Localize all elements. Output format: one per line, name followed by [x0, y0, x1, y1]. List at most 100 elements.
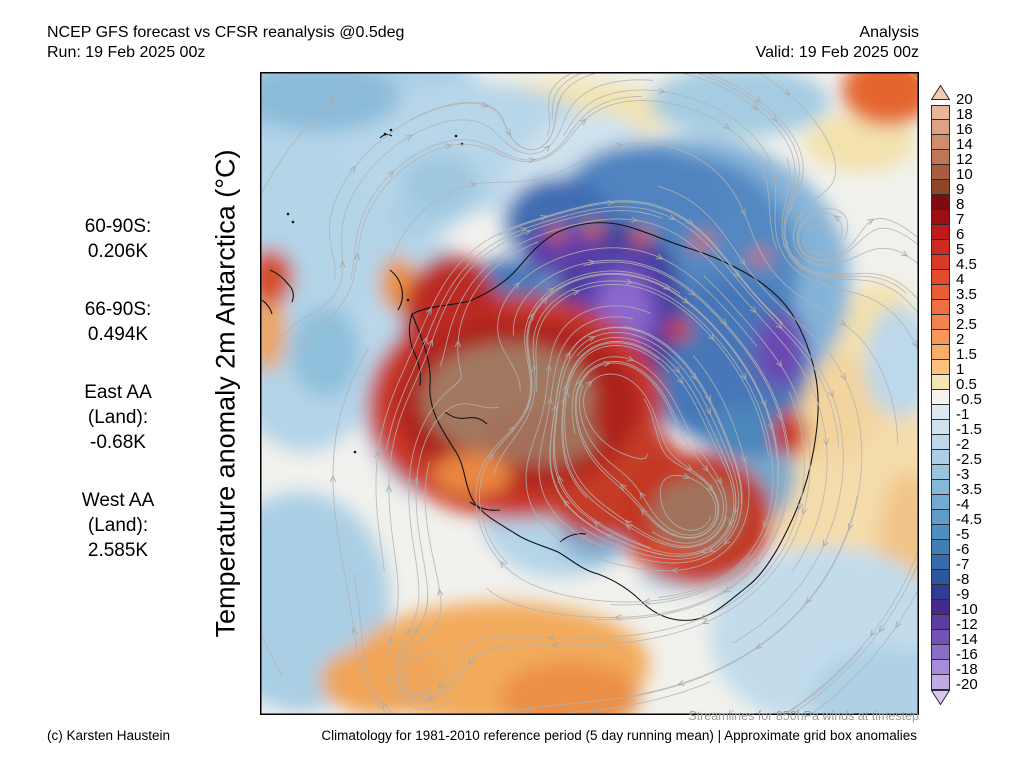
valid-label: Valid: 19 Feb 2025 00z	[755, 44, 919, 61]
colorbar-segment	[932, 435, 949, 450]
colorbar-tick-label: 4.5	[956, 256, 977, 273]
colorbar-segment	[932, 225, 949, 240]
colorbar-tick-label: 20	[956, 91, 973, 108]
stat-line: 2.585K	[87, 540, 149, 561]
climatology-note: Climatology for 1981-2010 reference peri…	[321, 728, 917, 743]
colorbar-tick-label: 18	[956, 106, 973, 123]
colorbar-tick-label: -3	[956, 466, 970, 483]
stat-line: 60-90S:	[84, 216, 152, 237]
colorbar-segment	[932, 120, 949, 135]
colorbar-segment	[932, 330, 949, 345]
colorbar-segment	[932, 540, 949, 555]
map-axis-label-box: Temperature anomaly 2m Antarctica (°C)	[196, 72, 256, 715]
colorbar-segment	[932, 525, 949, 540]
stat-line: 0.494K	[87, 324, 149, 345]
colorbar-segment	[932, 210, 949, 225]
stat-line: (Land):	[87, 407, 149, 428]
colorbar-tick-label: -1.5	[956, 421, 982, 438]
colorbar-segment	[932, 495, 949, 510]
header-left: NCEP GFS forecast vs CFSR reanalysis @0.…	[47, 23, 404, 63]
colorbar-segment	[932, 180, 949, 195]
colorbar-segment	[932, 195, 949, 210]
colorbar-tick-label: -2.5	[956, 451, 982, 468]
colorbar-tick-label: -16	[956, 646, 978, 663]
colorbar-tick-label: -14	[956, 631, 978, 648]
colorbar-segment	[932, 645, 949, 660]
colorbar-segment	[932, 390, 949, 405]
colorbar-tick-label: -3.5	[956, 481, 982, 498]
stat-line: 66-90S:	[84, 299, 152, 320]
colorbar-tick-label: -10	[956, 601, 978, 618]
colorbar-tick-label: -1	[956, 406, 970, 423]
colorbar-segment	[932, 585, 949, 600]
colorbar-segment	[932, 660, 949, 675]
colorbar-tick-label: -8	[956, 571, 970, 588]
colorbar-tick-label: -7	[956, 556, 970, 573]
stat-east-aa-land: East AA (Land): -0.68K	[34, 380, 202, 455]
colorbar-tick-label: 10	[956, 166, 973, 183]
colorbar-segment	[932, 240, 949, 255]
colorbar-tick-label: 8	[956, 196, 965, 213]
colorbar-tick-label: 9	[956, 181, 965, 198]
colorbar-tick-label: -9	[956, 586, 970, 603]
colorbar-segment	[932, 405, 949, 420]
colorbar-segment	[932, 420, 949, 435]
colorbar-segment	[932, 465, 949, 480]
anomaly-stats: 60-90S: 0.206K 66-90S: 0.494K East AA (Land):…	[34, 214, 202, 596]
page-title: NCEP GFS forecast vs CFSR reanalysis @0.…	[47, 24, 405, 41]
stat-line: (Land):	[87, 515, 149, 536]
colorbar-segment	[932, 510, 949, 525]
colorbar-segment	[932, 375, 949, 390]
colorbar-segment	[932, 600, 949, 615]
streamline-arrows	[327, 72, 918, 713]
colorbar-tick-label: 1.5	[956, 346, 977, 363]
colorbar-segments	[931, 105, 950, 690]
stat-line: West AA	[81, 490, 155, 511]
colorbar-tick-label: 2.5	[956, 316, 977, 333]
mode-label: Analysis	[859, 24, 919, 41]
colorbar-tick-label: -5	[956, 526, 970, 543]
colorbar-tick-label: 3.5	[956, 286, 977, 303]
colorbar-segment	[932, 555, 949, 570]
stat-60-90S: 60-90S: 0.206K	[34, 214, 202, 264]
colorbar-tick-label: 16	[956, 121, 973, 138]
colorbar-segment	[932, 150, 949, 165]
map-axis-label: Temperature anomaly 2m Antarctica (°C)	[210, 149, 241, 638]
stat-66-90S: 66-90S: 0.494K	[34, 297, 202, 347]
colorbar-tick-label: 7	[956, 211, 965, 228]
colorbar-tick-label: -18	[956, 661, 978, 678]
colorbar-over-arrow	[930, 84, 951, 100]
stat-west-aa-land: West AA (Land): 2.585K	[34, 488, 202, 563]
stat-line: East AA	[84, 382, 152, 403]
islands	[286, 128, 464, 454]
colorbar-segment	[932, 480, 949, 495]
colorbar-segment	[932, 675, 949, 690]
colorbar-tick-label: 12	[956, 151, 973, 168]
copyright: (c) Karsten Haustein	[47, 728, 171, 743]
colorbar-tick-label: -4	[956, 496, 970, 513]
streamlines-note: Streamlines for 850hPa winds at timestep	[688, 709, 919, 723]
colorbar-tick-label: 5	[956, 241, 965, 258]
antarctica-anomaly-map	[260, 72, 919, 715]
colorbar-segment	[932, 270, 949, 285]
colorbar-tick-label: 14	[956, 136, 973, 153]
colorbar-segment	[932, 615, 949, 630]
coastline	[261, 133, 819, 621]
map-canvas	[260, 72, 919, 715]
colorbar-tick-label: 0.5	[956, 376, 977, 393]
colorbar-segment	[932, 300, 949, 315]
stat-line: 0.206K	[87, 241, 149, 262]
colorbar-segment	[932, 165, 949, 180]
colorbar-tick-label: 1	[956, 361, 965, 378]
colorbar-tick-label: 3	[956, 301, 965, 318]
colorbar-tick-label: -12	[956, 616, 978, 633]
colorbar-tick-label: 6	[956, 226, 965, 243]
colorbar-segment	[932, 630, 949, 645]
colorbar-segment	[932, 105, 949, 120]
colorbar-tick-label: -6	[956, 541, 970, 558]
colorbar-segment	[932, 255, 949, 270]
colorbar-tick-label: -4.5	[956, 511, 982, 528]
colorbar-segment	[932, 450, 949, 465]
colorbar-tick-label: 4	[956, 271, 965, 288]
